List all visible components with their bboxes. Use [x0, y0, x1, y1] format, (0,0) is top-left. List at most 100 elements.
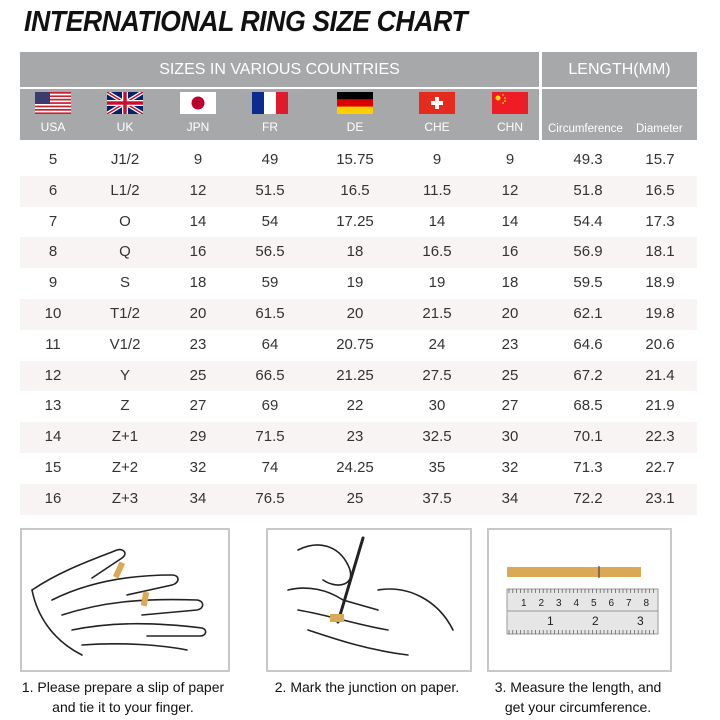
table-cell: 35	[428, 458, 446, 476]
table-cell: 19	[346, 274, 364, 292]
japan-flag-icon	[180, 92, 216, 114]
table-cell: 66.5	[255, 366, 285, 384]
step2-caption: 2. Mark the junction on paper.	[250, 677, 484, 697]
step1-caption: 1. Please prepare a slip of paper and ti…	[10, 677, 236, 717]
table-cell: 61.5	[255, 304, 285, 322]
table-cell: 12	[189, 181, 207, 199]
table-cell: 67.2	[573, 366, 603, 384]
table-cell: 9	[505, 151, 515, 168]
table-row: 14 Z+1 29 71.5 23 32.5 30 70.1 22.3	[20, 422, 697, 453]
france-flag-icon	[252, 92, 288, 114]
china-flag-icon	[492, 92, 528, 114]
table-cell: 25	[189, 366, 207, 384]
ruler-and-paper-icon: 1 2 3 4 5 6 7 81 2 3	[506, 566, 659, 635]
table-cell: 68.5	[573, 397, 603, 415]
table-cell: 15	[44, 458, 62, 476]
page-title: INTERNATIONAL RING SIZE CHART	[24, 6, 468, 38]
table-cell: 69	[261, 397, 279, 415]
table-cell: 70.1	[573, 428, 603, 446]
table-cell: 74	[261, 458, 279, 476]
country-uk: UK	[95, 92, 155, 134]
table-cell: 12	[44, 366, 62, 384]
table-cell: 25	[346, 489, 364, 507]
table-cell: 18	[501, 274, 519, 292]
step3-line1: 3. Measure the length, and	[494, 679, 662, 695]
size-table: 5 J1/2 9 49 15.75 9 9 49.3 15.7 6 L1/2 12 51.5 16.5 11…	[20, 145, 697, 515]
country-label: CHE	[424, 120, 450, 134]
table-cell: 32.5	[422, 428, 452, 446]
table-cell: L1/2	[110, 181, 140, 199]
table-cell: 37.5	[422, 489, 452, 507]
table-cell: 59.5	[573, 274, 603, 292]
table-row: 6 L1/2 12 51.5 16.5 11.5 12 51.8 16.5	[20, 175, 697, 207]
circumference-label: Circumference	[548, 123, 623, 135]
country-label: UK	[116, 120, 134, 134]
table-cell: 21.25	[336, 366, 374, 384]
table-cell: 23.1	[645, 489, 675, 507]
table-row: 13 Z 27 69 22 30 27 68.5 21.9	[20, 391, 697, 422]
table-cell: 34	[189, 489, 207, 507]
country-label: USA	[40, 120, 66, 134]
table-cell: 32	[501, 458, 519, 476]
table-cell: 16.5	[340, 181, 370, 199]
table-cell: 72.2	[573, 489, 603, 507]
us-flag-icon	[35, 92, 71, 114]
table-cell: 18.9	[645, 274, 675, 292]
table-row: 7 O 14 54 17.25 14 14 54.4 17.3	[20, 207, 697, 238]
table-cell: 62.1	[573, 304, 603, 322]
table-cell: 19.8	[645, 304, 675, 322]
country-label: CHN	[497, 120, 523, 134]
sizes-header-label: SIZES IN VARIOUS COUNTRIES	[20, 52, 539, 89]
step1-line1: 1. Please prepare a slip of paper	[21, 679, 225, 695]
table-cell: O	[119, 212, 131, 230]
ruler-inch-label: 3	[637, 614, 644, 628]
table-cell: 22.3	[645, 428, 675, 446]
table-row: 5 J1/2 9 49 15.75 9 9 49.3 15.7	[20, 145, 697, 176]
table-cell: Q	[119, 243, 131, 261]
ruler-inch-label: 1	[547, 614, 554, 628]
table-cell: Z	[120, 397, 130, 415]
table-cell: 71.5	[255, 428, 285, 446]
table-cell: 14	[501, 212, 519, 230]
uk-flag-icon	[107, 92, 143, 114]
table-cell: Y	[119, 366, 130, 384]
table-cell: 27	[501, 397, 519, 415]
length-header: LENGTH(MM) Circumference Diameter	[542, 52, 697, 140]
table-cell: T1/2	[109, 304, 140, 322]
sizes-header: SIZES IN VARIOUS COUNTRIES USA UK JPN FR DE C…	[20, 52, 539, 140]
table-cell: 9	[48, 274, 58, 292]
table-cell: 59	[261, 274, 279, 292]
table-cell: 34	[501, 489, 519, 507]
table-cell: 56.5	[255, 243, 285, 261]
table-cell: 71.3	[573, 458, 603, 476]
switzerland-flag-icon	[419, 92, 455, 114]
table-cell: 54.4	[573, 212, 603, 230]
table-cell: J1/2	[110, 151, 140, 168]
country-usa: USA	[23, 92, 83, 134]
table-cell: 51.8	[573, 181, 603, 199]
table-row: 12 Y 25 66.5 21.25 27.5 25 67.2 21.4	[20, 360, 697, 392]
table-cell: 15.7	[645, 151, 675, 168]
table-cell: 27.5	[422, 366, 452, 384]
table-cell: 16.5	[645, 181, 675, 199]
table-cell: 23	[346, 428, 364, 446]
table-cell: 22	[346, 397, 364, 415]
ruler-cm-label: 6	[609, 598, 615, 609]
table-cell: 16	[501, 243, 519, 261]
table-cell: 24	[428, 335, 446, 353]
table-cell: 9	[432, 151, 442, 168]
table-row: 8 Q 16 56.5 18 16.5 16 56.9 18.1	[20, 237, 697, 269]
country-chn: CHN	[480, 92, 540, 134]
table-cell: 20	[189, 304, 207, 322]
table-cell: V1/2	[109, 335, 141, 353]
step3-line2: get your circumference.	[504, 699, 652, 715]
table-cell: Z+2	[111, 458, 139, 476]
table-cell: 30	[428, 397, 446, 415]
table-cell: 21.5	[422, 304, 452, 322]
ruler-cm-label: 1	[521, 598, 527, 609]
table-cell: 21.4	[645, 366, 675, 384]
table-cell: 23	[189, 335, 207, 353]
country-fr: FR	[240, 92, 300, 134]
table-cell: 18	[189, 274, 207, 292]
